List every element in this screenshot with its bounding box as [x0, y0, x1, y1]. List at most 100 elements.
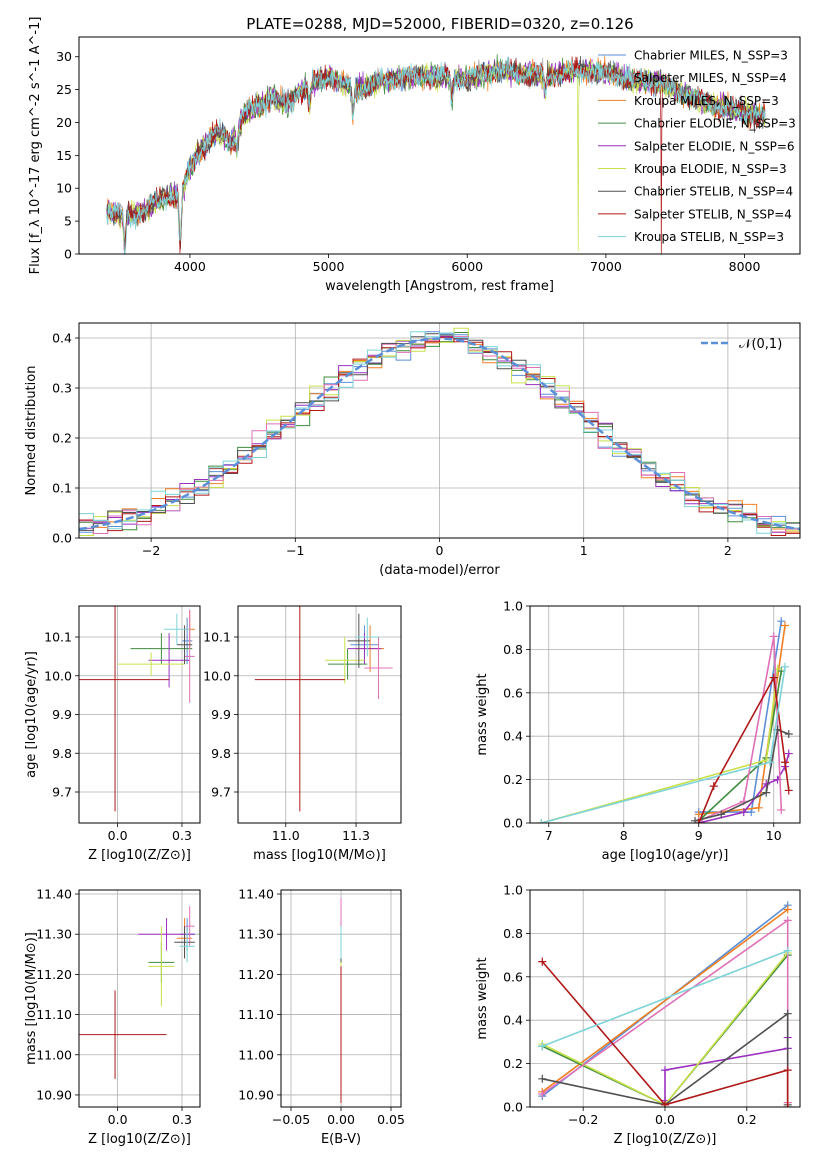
y-tick-label: 0.2 — [52, 431, 72, 446]
x-tick-label: 10 — [766, 828, 782, 843]
y-tick-label: 0.2 — [503, 1056, 523, 1071]
y-tick-label: 9.9 — [211, 707, 231, 722]
y-tick-label: 1.0 — [503, 883, 523, 898]
weight-line-6 — [694, 728, 790, 822]
error-point — [148, 926, 175, 1007]
weight-line-8 — [541, 666, 786, 823]
y-tick-label: 11.30 — [36, 927, 72, 942]
plot-area — [106, 54, 766, 254]
legend-label: Chabrier STELIB, N_SSP=4 — [634, 185, 793, 199]
weight-marker — [762, 788, 771, 797]
weight-marker — [537, 819, 546, 823]
error-point — [79, 990, 167, 1079]
y-tick-label: 11.20 — [238, 967, 274, 982]
panel-mass-vs-metallicity: 0.0 0.3 10.90 11.00 11.10 11.20 11.30 11.40 Z [l… — [24, 887, 201, 1147]
weight-marker — [766, 758, 774, 767]
weight-marker — [691, 816, 699, 823]
legend-label: Kroupa MILES, N_SSP=3 — [634, 94, 779, 108]
weight-line-6 — [542, 1012, 789, 1106]
x-tick-label: −0.2 — [568, 1112, 598, 1127]
y-tick-label: 20 — [56, 115, 72, 130]
x-tick-label: 0.0 — [108, 828, 128, 843]
error-point — [347, 633, 382, 665]
y-axis-label: mass weight — [475, 673, 490, 755]
x-tick-label: 0.3 — [172, 828, 192, 843]
weight-marker — [754, 803, 763, 812]
weight-marker — [777, 617, 786, 626]
error-point — [254, 606, 345, 812]
weight-marker — [783, 905, 792, 914]
error-point — [130, 633, 193, 665]
axes-frame — [280, 889, 402, 1108]
panel-weight-vs-age: 7 8 9 10 0.0 0.2 0.4 0.6 0.8 1.0 age [log10(age/yr… — [475, 599, 801, 863]
error-point — [364, 637, 393, 699]
x-tick-label: 0.0 — [655, 1112, 675, 1127]
y-tick-label: 9.7 — [52, 785, 72, 800]
weight-marker — [783, 1066, 792, 1075]
error-point — [184, 609, 195, 703]
y-tick-label: 9.8 — [211, 746, 231, 761]
y-axis-label: mass [log10(M/M⊙)] — [24, 932, 39, 1065]
x-axis-label: E(B-V) — [321, 1132, 361, 1147]
error-point — [148, 633, 190, 688]
weight-marker — [784, 749, 793, 758]
normal-curve — [79, 337, 800, 531]
y-axis-label: mass weight — [475, 957, 490, 1039]
y-tick-label: 9.8 — [52, 746, 72, 761]
y-tick-label: 11.20 — [36, 967, 72, 982]
error-point — [356, 617, 379, 657]
y-tick-label: 15 — [56, 148, 72, 163]
axes-frame — [78, 322, 801, 539]
legend-label: 𝒩(0,1) — [739, 337, 782, 352]
y-tick-label: 0.8 — [503, 642, 523, 657]
legend-label: Kroupa STELIB, N_SSP=3 — [634, 230, 784, 244]
x-tick-label: 8 — [620, 828, 628, 843]
error-point — [347, 613, 371, 668]
x-tick-label: 0.3 — [172, 1112, 192, 1127]
y-tick-label: 11.10 — [36, 1007, 72, 1022]
weight-marker — [661, 1100, 669, 1107]
axes-frame — [237, 605, 402, 824]
x-tick-label: 7000 — [590, 259, 622, 274]
error-point — [179, 930, 195, 963]
x-tick-label: 0.05 — [377, 1112, 405, 1127]
y-tick-label: 0.4 — [503, 729, 523, 744]
weight-marker — [538, 1042, 547, 1051]
y-tick-label: 11.40 — [36, 887, 72, 902]
x-tick-label: −1 — [286, 543, 304, 558]
x-tick-label: 11.0 — [272, 828, 300, 843]
x-tick-label: 2 — [724, 543, 732, 558]
weight-marker — [717, 810, 726, 819]
x-tick-label: 0.00 — [327, 1112, 355, 1127]
y-tick-label: 0.6 — [503, 685, 523, 700]
error-point — [176, 625, 193, 665]
x-tick-label: 1 — [580, 543, 588, 558]
legend: Chabrier MILES, N_SSP=3 Salpeter MILES, N… — [598, 49, 796, 244]
panel-residuals: −2 −1 0 1 2 0.0 0.1 0.2 0.3 0.4 (data-model)/error… — [24, 322, 801, 578]
y-tick-label: 0.0 — [503, 1100, 523, 1115]
error-point — [79, 606, 170, 812]
y-tick-label: 0.8 — [503, 926, 523, 941]
x-tick-label: 4000 — [174, 259, 206, 274]
weight-marker — [709, 782, 718, 791]
y-tick-label: 11.00 — [238, 1047, 274, 1062]
y-tick-label: 0.0 — [52, 531, 72, 546]
legend-label: Chabrier ELODIE, N_SSP=3 — [634, 117, 796, 131]
y-tick-label: 25 — [56, 82, 72, 97]
axes-frame — [78, 605, 201, 824]
legend-label: Kroupa ELODIE, N_SSP=3 — [634, 162, 787, 176]
legend-label: Salpeter MILES, N_SSP=4 — [634, 71, 787, 85]
y-tick-label: 0 — [64, 247, 72, 262]
y-tick-label: 0.4 — [503, 1013, 523, 1028]
weight-marker — [747, 808, 756, 817]
y-axis-label: Flux [f_λ 10^-17 erg cm^-2 s^-1 A^-1] — [28, 17, 43, 275]
plot-area — [538, 901, 792, 1107]
x-axis-label: Z [log10(Z/Z⊙)] — [88, 848, 191, 863]
plot-area — [79, 327, 800, 538]
error-point — [138, 918, 195, 951]
weight-marker — [783, 1103, 792, 1107]
legend-label: Salpeter ELODIE, N_SSP=6 — [634, 139, 795, 153]
y-tick-label: 0.4 — [52, 331, 72, 346]
weight-line-8 — [542, 950, 788, 1047]
